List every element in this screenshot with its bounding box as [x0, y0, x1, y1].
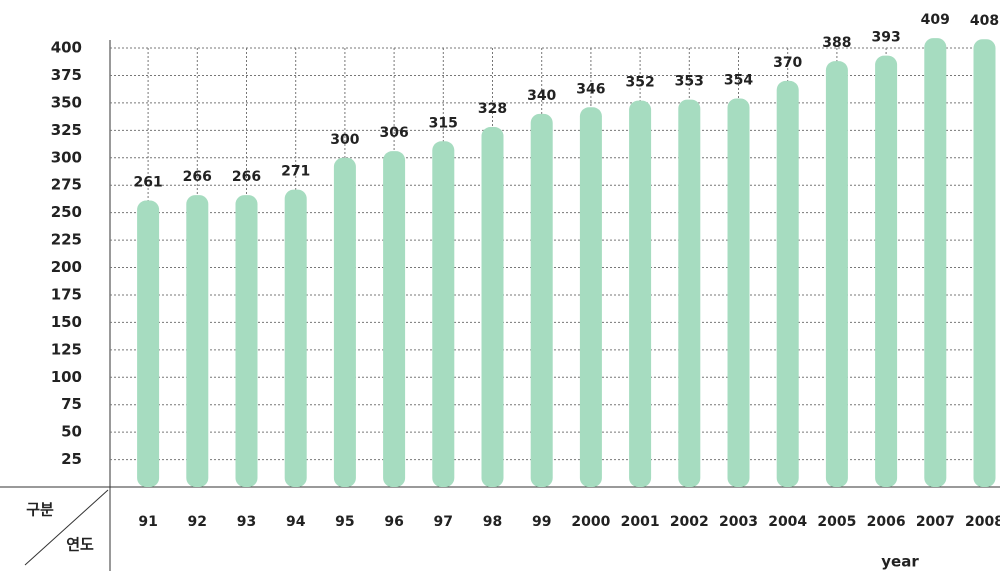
y-tick-label: 50 — [61, 423, 82, 441]
value-label: 306 — [379, 125, 408, 141]
bar — [776, 80, 799, 488]
x-tick-label: 2005 — [817, 514, 856, 530]
corner-diagonal — [24, 489, 109, 566]
x-tick-label: 91 — [138, 514, 157, 530]
y-tick-label: 375 — [51, 66, 82, 84]
x-tick-label: 93 — [237, 514, 256, 530]
x-tick-label: 98 — [483, 514, 502, 530]
bar — [432, 141, 455, 487]
bar — [924, 38, 947, 488]
value-label: 408 — [970, 13, 999, 29]
bar — [383, 151, 406, 488]
x-tick-label: 99 — [532, 514, 551, 530]
value-label: 315 — [429, 115, 458, 131]
x-tick-label: 2007 — [916, 514, 955, 530]
x-tick-label: 96 — [384, 514, 403, 530]
bar — [333, 157, 356, 487]
x-axis-label: year — [881, 553, 919, 571]
bar — [481, 127, 504, 488]
bar — [678, 99, 701, 488]
corner-top: 구분 — [26, 501, 54, 519]
y-tick-label: 125 — [51, 340, 82, 358]
y-tick-label: 250 — [51, 203, 82, 221]
y-tick-label: 300 — [51, 148, 82, 166]
bar — [530, 113, 553, 487]
y-tick-label: 325 — [51, 121, 82, 139]
value-label: 370 — [773, 55, 802, 71]
bar — [727, 98, 750, 488]
value-label: 261 — [133, 175, 162, 191]
bar — [973, 39, 996, 487]
bar — [825, 61, 848, 488]
y-tick-label: 275 — [51, 176, 82, 194]
x-tick-label: 92 — [188, 514, 207, 530]
value-label: 328 — [478, 101, 507, 117]
x-tick-label: 2000 — [571, 514, 610, 530]
value-label: 266 — [183, 169, 212, 185]
x-tick-label: 2003 — [719, 514, 758, 530]
corner-bottom: 연도 — [66, 536, 94, 554]
y-tick-label: 350 — [51, 93, 82, 111]
y-tick-label: 400 — [51, 39, 82, 57]
y-tick-label: 75 — [61, 395, 82, 413]
x-tick-label: 2001 — [621, 514, 660, 530]
x-tick-label: 2006 — [867, 514, 906, 530]
x-tick-label: 2002 — [670, 514, 709, 530]
y-tick-label: 25 — [61, 450, 82, 468]
bar — [235, 195, 258, 487]
x-tick-label: 94 — [286, 514, 306, 530]
value-label: 388 — [822, 35, 851, 51]
y-tick-label: 150 — [51, 313, 82, 331]
bar — [186, 195, 209, 487]
bar — [284, 189, 307, 487]
bar — [137, 200, 160, 488]
y-tick-label: 100 — [51, 368, 82, 386]
bar — [875, 55, 898, 488]
x-tick-label: 2004 — [768, 514, 807, 530]
x-tick-label: 97 — [434, 514, 453, 530]
value-label: 346 — [576, 81, 605, 97]
value-label: 409 — [921, 12, 950, 28]
value-label: 353 — [675, 74, 704, 90]
value-label: 354 — [724, 72, 753, 88]
x-tick-label: 95 — [335, 514, 354, 530]
y-tick-label: 200 — [51, 258, 82, 276]
value-label: 340 — [527, 88, 556, 104]
x-tick-label: 2008 — [965, 514, 1000, 530]
value-label: 393 — [871, 30, 900, 46]
y-tick-label: 225 — [51, 231, 82, 249]
value-label: 266 — [232, 169, 261, 185]
value-label: 300 — [330, 132, 359, 148]
y-tick-label: 175 — [51, 285, 82, 303]
bar — [629, 100, 652, 488]
bar — [579, 107, 602, 487]
value-label: 271 — [281, 164, 310, 180]
value-label: 352 — [625, 75, 654, 91]
